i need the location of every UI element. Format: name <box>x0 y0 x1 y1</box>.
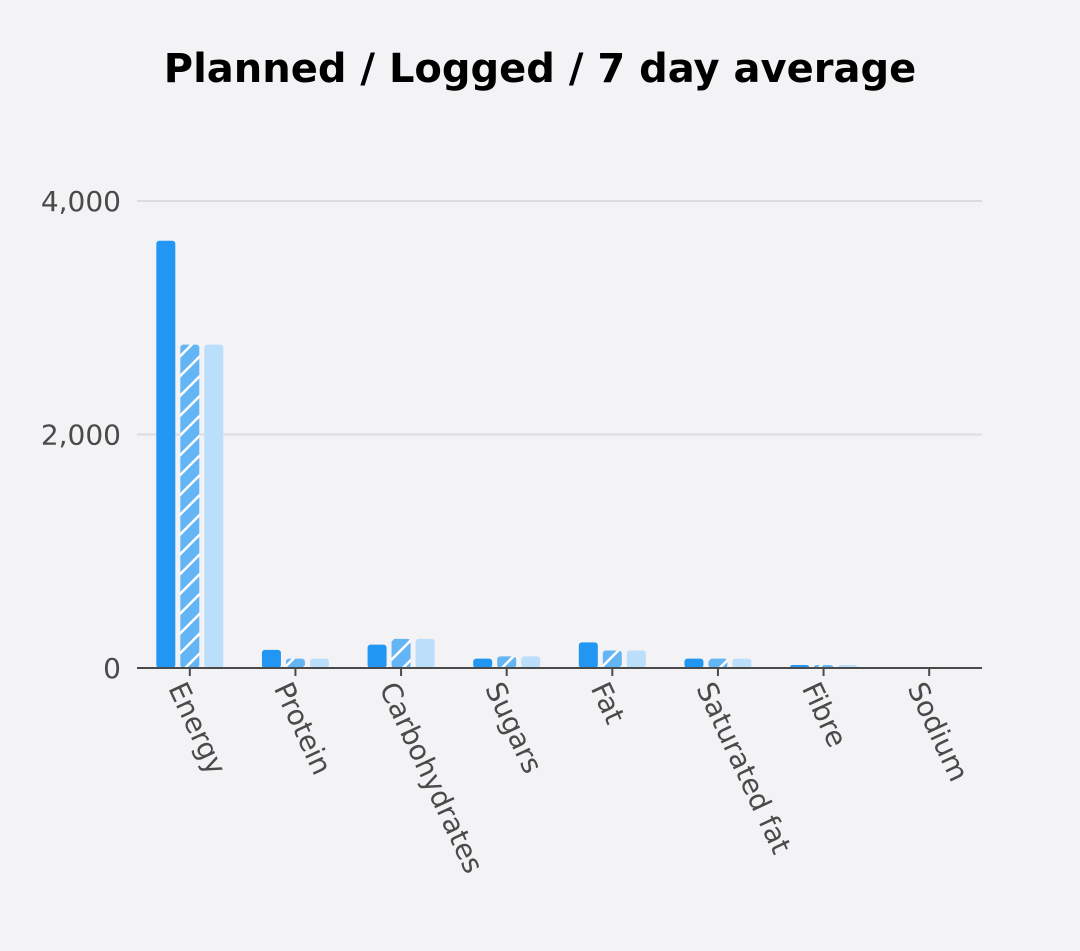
x-tick-label: Carbohydrates <box>373 677 490 878</box>
gridlines <box>137 200 982 436</box>
x-tick-label: Sodium <box>901 677 975 787</box>
bar <box>521 656 541 668</box>
x-tick-label: Energy <box>161 677 232 780</box>
x-tick-label: Fat <box>584 677 632 729</box>
y-tick-label: 4,000 <box>41 185 121 218</box>
x-tick-label: Fibre <box>795 677 854 752</box>
bar <box>261 649 281 668</box>
bar <box>602 650 622 668</box>
bar <box>626 650 646 668</box>
bar <box>285 658 305 668</box>
bars <box>156 240 858 668</box>
bar <box>497 656 517 668</box>
bar <box>732 658 752 668</box>
bar <box>204 344 224 668</box>
x-tick-label: Protein <box>267 677 338 780</box>
bar <box>309 658 329 668</box>
bar <box>415 638 435 668</box>
y-tick-label: 2,000 <box>41 419 121 452</box>
bar <box>708 658 728 668</box>
x-tick-label: Sugars <box>478 677 549 778</box>
bar <box>391 638 411 668</box>
bar <box>156 240 176 668</box>
bar <box>578 642 598 668</box>
bar <box>367 644 387 668</box>
bar <box>684 658 704 668</box>
chart-title: Planned / Logged / 7 day average <box>163 46 917 92</box>
bar <box>180 344 200 668</box>
x-tick-label: Saturated fat <box>690 677 798 859</box>
y-tick-label: 0 <box>103 652 121 685</box>
bar <box>473 658 493 668</box>
axes <box>137 667 982 676</box>
